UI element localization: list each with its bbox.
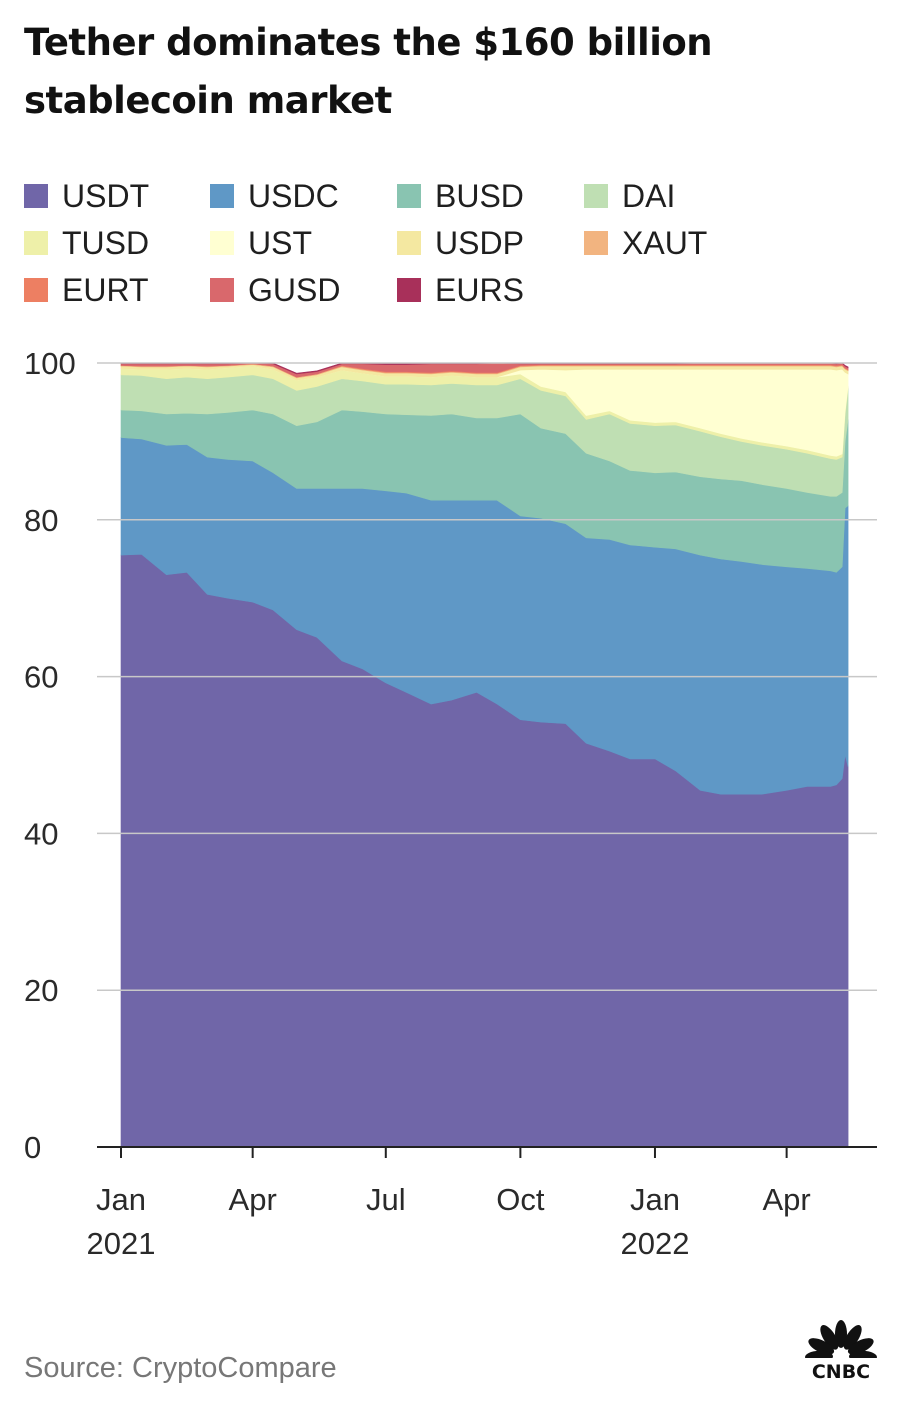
legend-item-xaut: XAUT [584, 223, 707, 263]
legend-swatch [210, 184, 234, 208]
y-axis: 0 20 40 60 80 100 [24, 346, 76, 1165]
logo-wordmark: CNBC [812, 1361, 870, 1382]
legend-item-tusd: TUSD [24, 223, 149, 263]
x-tick-label: Jan [630, 1182, 680, 1217]
x-tick-label: Apr [229, 1182, 277, 1217]
legend-label: XAUT [622, 224, 708, 261]
x-tick-label: Jul [366, 1182, 406, 1217]
legend-item-usdc: USDC [210, 176, 339, 216]
area-layers [120, 362, 849, 1148]
legend-label: GUSD [248, 271, 341, 308]
legend-swatch [24, 184, 48, 208]
legend-swatch [210, 231, 234, 255]
legend-item-eurt: EURT [24, 270, 149, 310]
legend-item-busd: BUSD [397, 176, 524, 216]
x-tick-label: Apr [763, 1182, 811, 1217]
legend-swatch [584, 231, 608, 255]
source-note: Source: CryptoCompare [24, 1352, 337, 1384]
legend-label: USDP [435, 224, 524, 261]
y-tick-label: 100 [24, 346, 76, 381]
y-tick-label: 60 [24, 660, 58, 695]
y-tick-label: 80 [24, 503, 58, 538]
legend-swatch [397, 231, 421, 255]
x-tick-year-label: 2022 [620, 1226, 689, 1261]
x-tick-label: Jan [96, 1182, 146, 1217]
legend-item-ust: UST [210, 223, 312, 263]
gridlines [97, 362, 877, 1148]
x-axis: Jan 2021 Apr Jul Oct Jan 2022 Apr [87, 1147, 811, 1261]
legend-label: EURT [62, 271, 149, 308]
x-tick-label: Oct [496, 1182, 545, 1217]
legend-label: UST [248, 224, 312, 261]
legend-item-gusd: GUSD [210, 270, 340, 310]
legend-swatch [24, 278, 48, 302]
legend-label: EURS [435, 271, 524, 308]
chart-title: Tether dominates the $160 billion stable… [24, 21, 713, 122]
legend-swatch [397, 184, 421, 208]
legend-swatch [584, 184, 608, 208]
legend-item-usdp: USDP [397, 223, 524, 263]
legend-label: DAI [622, 177, 676, 214]
legend-swatch [24, 231, 48, 255]
legend-label: USDT [62, 177, 150, 214]
area-eurs [120, 362, 849, 375]
x-tick-year-label: 2021 [87, 1226, 156, 1261]
legend-item-dai: DAI [584, 176, 675, 216]
stacked-area-chart: 0 20 40 60 80 100 Jan 2021 Apr Jul Oct Jan 2022 Apr [24, 346, 877, 1261]
legend-item-eurs: EURS [397, 270, 524, 310]
cnbc-peacock-logo: CNBC [798, 1320, 884, 1382]
legend-swatch [397, 278, 421, 302]
legend-label: USDC [248, 177, 339, 214]
legend-item-usdt: USDT [24, 176, 149, 216]
y-tick-label: 0 [24, 1130, 41, 1165]
y-tick-label: 20 [24, 973, 58, 1008]
legend-swatch [210, 278, 234, 302]
legend-label: TUSD [62, 224, 150, 261]
y-tick-label: 40 [24, 816, 58, 851]
legend-label: BUSD [435, 177, 524, 214]
